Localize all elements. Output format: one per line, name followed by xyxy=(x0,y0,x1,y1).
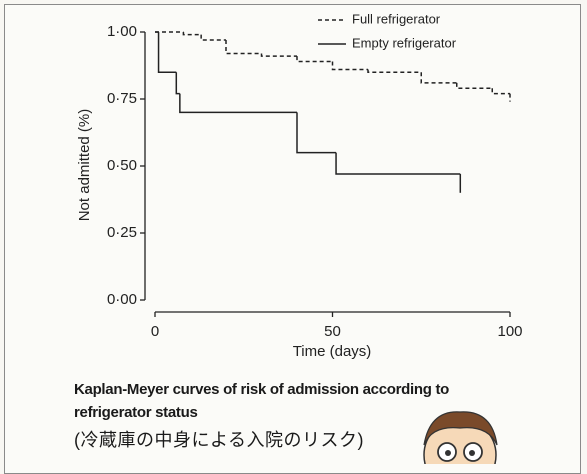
y-axis-label: Not admitted (%) xyxy=(76,109,93,222)
survival-step xyxy=(492,88,510,93)
legend-label: Full refrigerator xyxy=(352,11,441,26)
survival-step xyxy=(201,35,226,40)
y-tick-label: 0·75 xyxy=(107,90,137,107)
y-tick-label: 0·00 xyxy=(107,291,137,308)
x-tick-label: 0 xyxy=(151,323,159,340)
y-tick-label: 1·00 xyxy=(107,23,137,40)
survival-step xyxy=(183,32,201,35)
survival-step xyxy=(336,153,460,174)
subcaption: (冷蔵庫の中身による入院のリスク) xyxy=(74,426,364,452)
survival-step xyxy=(368,70,421,73)
page: {"chart_data": {"type": "step", "caption… xyxy=(0,0,587,464)
survival-step xyxy=(180,94,297,113)
survival-step xyxy=(297,112,336,152)
survival-step xyxy=(262,53,298,56)
survival-step xyxy=(226,40,262,53)
caption: Kaplan-Meyer curves of risk of admission… xyxy=(74,378,494,424)
survival-step xyxy=(333,61,369,69)
x-tick-label: 50 xyxy=(324,323,341,340)
survival-step xyxy=(176,72,180,93)
x-tick-label: 100 xyxy=(497,323,522,340)
survival-step xyxy=(457,83,493,88)
survival-step xyxy=(297,56,333,61)
legend-label: Empty refrigerator xyxy=(352,35,457,50)
y-tick-label: 0·25 xyxy=(107,224,137,241)
y-tick-label: 0·50 xyxy=(107,157,137,174)
survival-step xyxy=(159,32,177,72)
x-axis-label: Time (days) xyxy=(293,343,372,360)
survival-step xyxy=(421,72,457,83)
